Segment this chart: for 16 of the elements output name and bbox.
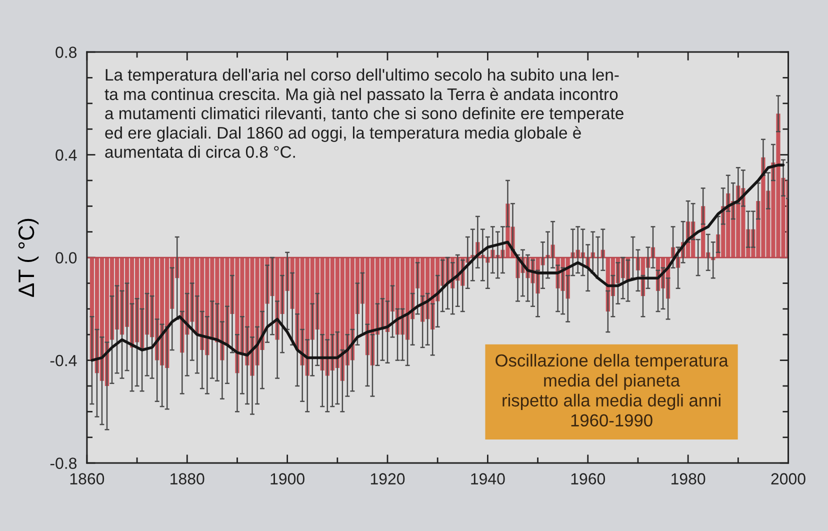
x-tick-label: 1940 <box>471 473 505 484</box>
x-tick-label: 2000 <box>771 473 806 484</box>
x-tick-label: 1980 <box>672 473 706 484</box>
x-tick-label: 1920 <box>370 473 405 484</box>
annotation: La temperatura dell'aria nel corso dell'ultimo secolo ha subito una len- ta ma continua crescita. Ma già nel passato la Terra è andata incontro a mutamenti climatici rilevanti, tanto che si sono definite ere temperate ed ere glaciali. Dal 1860 ad oggi, la temperatura media globale è aumentata di circa 0.8 °C. <box>104 68 624 158</box>
y-tick-label: -0.4 <box>50 354 77 366</box>
annotation: Oscillazione della temperatura media del pianeta rispetto alla media degli anni 1960-1990 <box>496 354 728 427</box>
x-tick-label: 1960 <box>571 473 606 484</box>
x-tick-label: 1860 <box>70 473 104 484</box>
x-tick-label: 1880 <box>170 473 204 484</box>
y-axis-title: ΔT ( °C) <box>18 218 39 297</box>
y-tick-label: 0.4 <box>56 149 77 161</box>
y-tick-label: 0.0 <box>56 252 77 264</box>
y-tick-label: 0.8 <box>56 46 77 58</box>
y-tick-label: -0.8 <box>50 458 77 469</box>
x-tick-label: 1900 <box>270 473 304 484</box>
